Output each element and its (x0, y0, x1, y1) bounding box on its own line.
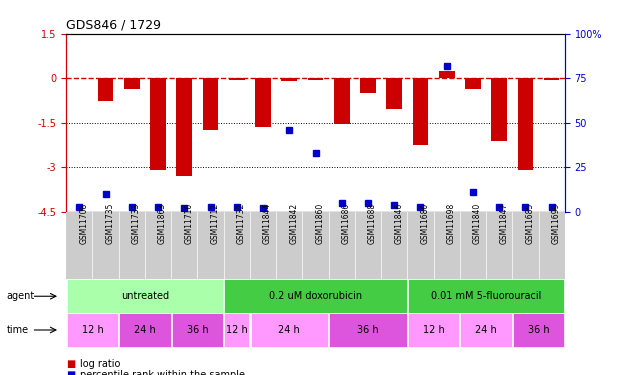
Text: GSM11699: GSM11699 (551, 203, 560, 244)
Text: untreated: untreated (121, 291, 169, 301)
Bar (124, 78, 139, 88)
Text: GSM11708: GSM11708 (80, 203, 88, 244)
Text: 12 h: 12 h (226, 325, 247, 335)
Bar (360, 78, 376, 93)
Text: GSM11863: GSM11863 (158, 203, 167, 244)
Bar (465, 78, 481, 88)
Text: GSM11712: GSM11712 (211, 203, 220, 244)
Bar (229, 78, 245, 80)
Text: time: time (6, 325, 28, 335)
Text: 24 h: 24 h (278, 325, 300, 335)
Text: GSM11680: GSM11680 (420, 203, 430, 244)
Text: GSM11685: GSM11685 (526, 203, 534, 244)
Text: GSM11860: GSM11860 (316, 203, 324, 244)
Text: 0.2 uM doxorubicin: 0.2 uM doxorubicin (269, 291, 362, 301)
Text: 12 h: 12 h (81, 325, 103, 335)
Text: log ratio: log ratio (80, 359, 121, 369)
Bar (413, 78, 428, 145)
Text: 36 h: 36 h (528, 325, 550, 335)
Bar (334, 78, 350, 124)
Text: GSM11735: GSM11735 (105, 203, 115, 244)
Text: 0.01 mM 5-fluorouracil: 0.01 mM 5-fluorouracil (431, 291, 541, 301)
Text: GSM11733: GSM11733 (132, 203, 141, 244)
Bar (98, 78, 114, 101)
Text: 24 h: 24 h (475, 325, 497, 335)
Text: agent: agent (6, 291, 35, 301)
Text: 12 h: 12 h (423, 325, 444, 335)
Text: GSM11698: GSM11698 (447, 203, 456, 244)
Bar (386, 78, 402, 110)
Text: GSM11846: GSM11846 (394, 203, 403, 244)
Bar (255, 78, 271, 127)
Bar (308, 78, 323, 80)
Bar (517, 78, 533, 170)
Bar (439, 71, 454, 78)
Text: percentile rank within the sample: percentile rank within the sample (80, 370, 245, 375)
Bar (150, 78, 166, 170)
Bar (203, 78, 218, 130)
Text: GSM11847: GSM11847 (499, 203, 508, 244)
Text: ■: ■ (66, 370, 76, 375)
Text: GSM11842: GSM11842 (289, 203, 298, 244)
Text: 36 h: 36 h (357, 325, 379, 335)
Text: GSM11844: GSM11844 (263, 203, 272, 244)
Text: GDS846 / 1729: GDS846 / 1729 (66, 19, 162, 32)
Bar (177, 78, 192, 176)
Text: GSM11732: GSM11732 (237, 203, 246, 244)
Text: ■: ■ (66, 359, 76, 369)
Bar (281, 78, 297, 81)
Text: GSM11710: GSM11710 (184, 203, 193, 244)
Text: 24 h: 24 h (134, 325, 156, 335)
Bar (544, 78, 560, 80)
Text: GSM11686: GSM11686 (342, 203, 351, 244)
Bar (492, 78, 507, 141)
Text: GSM11840: GSM11840 (473, 203, 482, 244)
Text: 36 h: 36 h (187, 325, 208, 335)
Text: GSM11688: GSM11688 (368, 203, 377, 244)
